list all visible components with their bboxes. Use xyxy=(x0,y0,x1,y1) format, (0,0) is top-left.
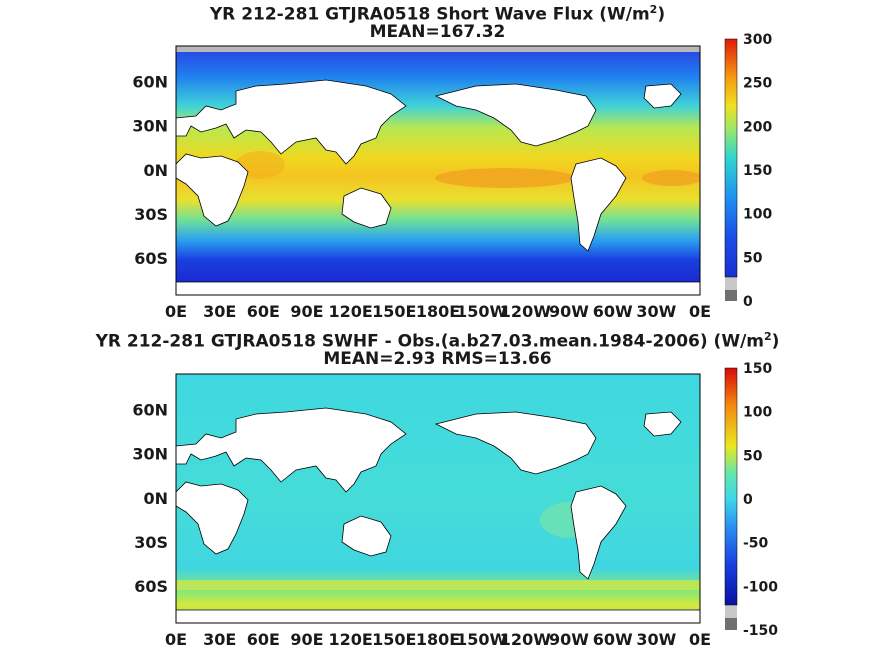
bottom-panel-title-text: YR 212-281 GTJRA0518 SWHF - Obs.(a.b27.0… xyxy=(95,331,764,352)
y-tick-label: 30N xyxy=(132,445,168,464)
y-tick-label: 30N xyxy=(132,117,168,136)
x-tick-label: 120E xyxy=(329,630,373,649)
x-tick-label: 120W xyxy=(500,630,551,649)
top-colorbar xyxy=(724,38,738,278)
x-tick-label: 0E xyxy=(689,302,711,321)
x-tick-label: 150E xyxy=(372,630,416,649)
x-tick-label: 60W xyxy=(593,630,633,649)
colorbar-tick-label: 0 xyxy=(743,492,753,508)
x-tick-label: 150W xyxy=(456,302,507,321)
colorbar-tick-label: 250 xyxy=(743,76,772,92)
top-atlantic-max xyxy=(642,170,700,186)
x-tick-label: 0E xyxy=(689,630,711,649)
colorbar-tick-label: 0 xyxy=(743,294,753,310)
y-tick-label: 60S xyxy=(134,249,168,268)
colorbar-tick-label: 50 xyxy=(743,250,763,266)
top-panel-title-sup: 2 xyxy=(649,3,658,16)
y-tick-label: 0N xyxy=(143,489,168,508)
x-tick-label: 30W xyxy=(636,302,676,321)
bottom-colorbar xyxy=(724,367,738,606)
y-tick-label: 30S xyxy=(134,533,168,552)
x-tick-label: 60W xyxy=(593,302,633,321)
x-tick-label: 60E xyxy=(247,302,280,321)
x-tick-label: 60E xyxy=(247,630,280,649)
bottom-southern-ocean-band xyxy=(176,580,700,590)
bottom-panel-title: YR 212-281 GTJRA0518 SWHF - Obs.(a.b27.0… xyxy=(0,327,875,352)
colorbar-tick-label: 150 xyxy=(743,163,772,179)
bottom-panel-title-sup: 2 xyxy=(764,330,772,343)
colorbar-tick-label: -50 xyxy=(743,536,769,552)
x-tick-label: 30E xyxy=(203,630,236,649)
bottom-map-frame xyxy=(175,373,701,624)
colorbar-tick-label: 50 xyxy=(743,448,763,464)
x-tick-label: 150W xyxy=(456,630,507,649)
x-tick-label: 120W xyxy=(500,302,551,321)
colorbar-tick-label: -100 xyxy=(743,579,778,595)
colorbar-tick-label: 200 xyxy=(743,119,772,135)
top-panel-title-close: ) xyxy=(657,4,666,25)
bottom-panel-subtitle: MEAN=2.93 RMS=13.66 xyxy=(323,349,552,369)
top-colorbar-land xyxy=(725,277,737,290)
bottom-panel-title-close: ) xyxy=(771,331,780,352)
bottom-colorbar-missing xyxy=(725,618,737,630)
top-panel-title: YR 212-281 GTJRA0518 Short Wave Flux (W/… xyxy=(0,0,875,25)
bottom-colorbar-land xyxy=(725,605,737,618)
colorbar-tick-label: 100 xyxy=(743,405,772,421)
top-arctic-ice xyxy=(176,46,700,52)
bottom-map xyxy=(176,374,700,623)
colorbar-tick-label: 100 xyxy=(743,207,772,223)
top-map-frame xyxy=(175,45,701,296)
x-tick-label: 90W xyxy=(549,630,589,649)
colorbar-tick-label: 300 xyxy=(743,32,772,48)
top-east-pacific-max xyxy=(435,168,575,188)
x-tick-label: 120E xyxy=(329,302,373,321)
top-panel-title-text: YR 212-281 GTJRA0518 Short Wave Flux (W/… xyxy=(209,4,650,25)
top-colorbar-missing xyxy=(725,290,737,301)
y-tick-label: 0N xyxy=(143,161,168,180)
x-tick-label: 180E xyxy=(416,630,460,649)
colorbar-tick-label: -150 xyxy=(743,623,778,639)
x-tick-label: 150E xyxy=(372,302,416,321)
x-tick-label: 0E xyxy=(165,630,187,649)
x-tick-label: 90E xyxy=(290,630,323,649)
y-tick-label: 30S xyxy=(134,205,168,224)
y-tick-label: 60N xyxy=(132,400,168,419)
x-tick-label: 90E xyxy=(290,302,323,321)
y-tick-label: 60S xyxy=(134,577,168,596)
top-panel-subtitle: MEAN=167.32 xyxy=(369,22,506,42)
x-tick-label: 0E xyxy=(165,302,187,321)
colorbar-tick-label: 150 xyxy=(743,361,772,377)
x-tick-label: 30E xyxy=(203,302,236,321)
y-tick-label: 60N xyxy=(132,72,168,91)
x-tick-label: 90W xyxy=(549,302,589,321)
top-map xyxy=(176,46,700,295)
x-tick-label: 180E xyxy=(416,302,460,321)
x-tick-label: 30W xyxy=(636,630,676,649)
